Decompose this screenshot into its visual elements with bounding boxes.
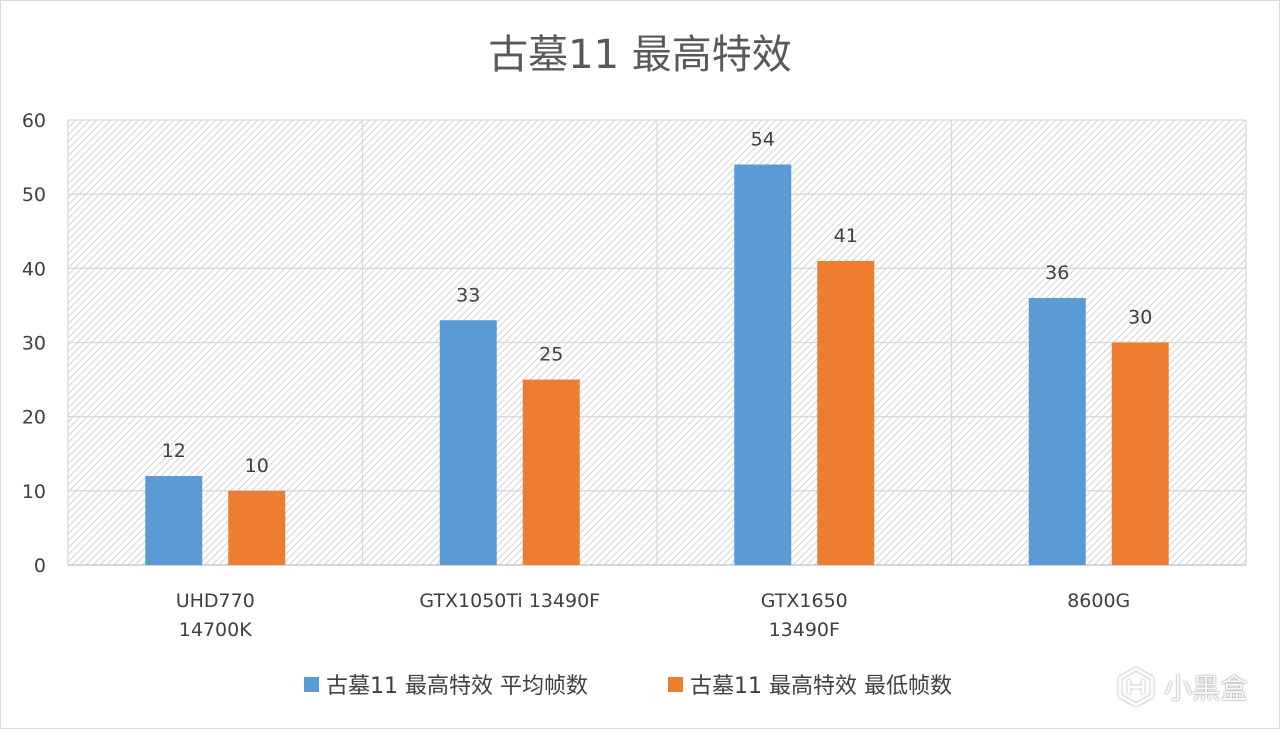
x-category-label: 8600G xyxy=(1067,590,1130,612)
legend-label: 古墓11 最高特效 平均帧数 xyxy=(326,674,588,699)
data-label: 33 xyxy=(456,284,480,306)
y-tick-label: 20 xyxy=(22,407,46,429)
data-label: 25 xyxy=(539,344,563,366)
y-tick-label: 30 xyxy=(22,333,46,355)
xiaoheihe-logo-icon xyxy=(1118,667,1154,707)
data-label: 12 xyxy=(162,440,186,462)
y-tick-label: 10 xyxy=(22,481,46,503)
x-category-label: 14700K xyxy=(179,619,252,641)
chart-title: 古墓11 最高特效 xyxy=(488,32,792,78)
bar-series1-0 xyxy=(145,476,203,565)
y-tick-label: 60 xyxy=(22,110,46,132)
y-tick-label: 0 xyxy=(34,555,46,577)
watermark: 小黑盒 xyxy=(1116,667,1248,707)
bar-series1-2 xyxy=(734,164,792,565)
data-label: 36 xyxy=(1045,262,1069,284)
y-tick-label: 40 xyxy=(22,258,46,280)
bar-series2-1 xyxy=(522,379,580,565)
bar-series1-1 xyxy=(439,320,497,565)
data-label: 54 xyxy=(751,129,775,151)
bar-series1-3 xyxy=(1028,298,1086,565)
bar-series2-0 xyxy=(228,490,286,565)
y-tick-label: 50 xyxy=(22,184,46,206)
legend-label: 古墓11 最高特效 最低帧数 xyxy=(690,674,952,699)
legend-swatch xyxy=(668,677,683,692)
data-label: 10 xyxy=(245,455,269,477)
x-category-label: 13490F xyxy=(769,619,840,641)
data-label: 30 xyxy=(1128,307,1152,329)
watermark-text: 小黑盒 xyxy=(1163,672,1248,705)
legend: 古墓11 最高特效 平均帧数 古墓11 最高特效 最低帧数 xyxy=(304,674,952,699)
x-category-label: GTX1050Ti 13490F xyxy=(419,590,600,612)
data-label: 41 xyxy=(834,225,858,247)
bar-series2-2 xyxy=(817,260,875,565)
bar-series2-3 xyxy=(1111,342,1169,565)
x-category-label: UHD770 xyxy=(176,590,255,612)
x-category-label: GTX1650 xyxy=(761,590,848,612)
legend-swatch xyxy=(304,677,319,692)
